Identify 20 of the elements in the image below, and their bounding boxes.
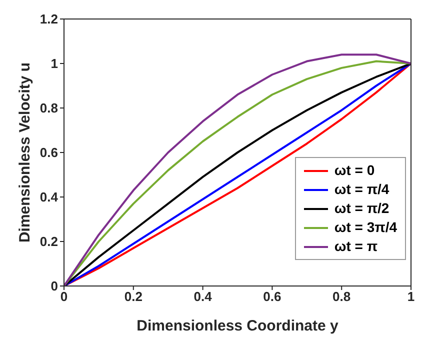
x-tick-label: 0.2 bbox=[124, 289, 142, 304]
x-tick-label: 0.4 bbox=[194, 289, 213, 304]
legend-label: ωt = π/4 bbox=[334, 180, 390, 199]
y-tick-label: 0.2 bbox=[40, 234, 58, 250]
legend-label: ωt = 3π/4 bbox=[334, 218, 397, 237]
x-tick-label: 0 bbox=[60, 289, 68, 304]
x-tick-label: 0.8 bbox=[332, 289, 351, 304]
legend-label: ωt = π/2 bbox=[334, 199, 390, 218]
y-tick-label: 1.2 bbox=[40, 12, 58, 27]
y-tick-label: 0.6 bbox=[40, 145, 58, 160]
legend-label: ωt = 0 bbox=[334, 161, 375, 180]
x-axis-title: Dimensionless Coordinate y bbox=[136, 318, 340, 335]
y-axis-title: Dimensionless Velocity u bbox=[16, 62, 34, 243]
x-tick-label: 0.6 bbox=[263, 289, 282, 304]
legend-label: ωt = π bbox=[334, 237, 378, 256]
y-tick-label: 1 bbox=[50, 56, 58, 72]
y-tick-label: 0.8 bbox=[40, 100, 58, 116]
y-tick-label: 0 bbox=[50, 278, 58, 294]
x-tick-label: 1 bbox=[407, 289, 415, 304]
y-tick-label: 0.4 bbox=[40, 190, 59, 205]
